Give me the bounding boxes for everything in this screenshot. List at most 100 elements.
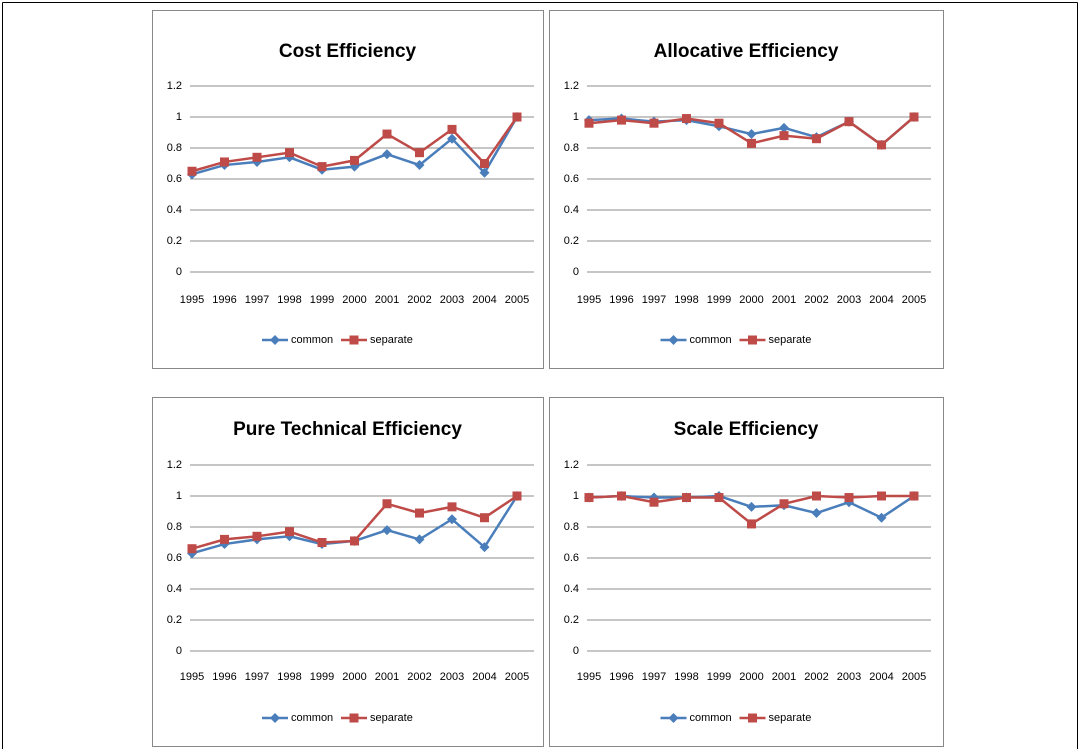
marker-square xyxy=(512,491,522,501)
x-tick-label: 1998 xyxy=(674,671,698,683)
y-tick-label: 0.8 xyxy=(167,142,182,154)
x-tick-label: 2001 xyxy=(772,294,796,306)
panel-border xyxy=(549,10,944,369)
marker-diamond xyxy=(876,512,887,523)
y-tick-label: 0.8 xyxy=(167,521,182,533)
x-tick-label: 1999 xyxy=(310,671,334,683)
y-tick-label: 1.2 xyxy=(167,80,182,92)
marker-diamond xyxy=(447,514,457,525)
x-tick-label: 1997 xyxy=(642,294,666,306)
marker-diamond xyxy=(447,133,457,144)
y-tick-label: 0.6 xyxy=(564,552,579,564)
marker-diamond xyxy=(479,542,490,553)
x-tick-label: 2004 xyxy=(472,671,496,683)
marker-square xyxy=(812,134,821,144)
marker-square xyxy=(877,491,886,501)
x-tick-label: 1999 xyxy=(310,294,334,306)
legend-label: common xyxy=(291,712,333,724)
marker-square xyxy=(512,112,522,122)
marker-square xyxy=(649,497,659,507)
marker-square xyxy=(252,152,262,162)
chart-panel: Pure Technical Efficiency 0 0.2 0.4 0.6 0.8 1 1… xyxy=(152,397,544,747)
legend-label: separate xyxy=(370,334,413,346)
x-tick-label: 2000 xyxy=(739,294,763,306)
marker-square xyxy=(220,157,229,167)
chart-title: Scale Efficiency xyxy=(674,419,819,440)
y-tick-label: 1 xyxy=(176,111,182,123)
marker-square xyxy=(285,148,294,158)
marker-square xyxy=(584,118,594,128)
y-tick-label: 0.2 xyxy=(167,235,182,247)
marker-diamond xyxy=(811,508,822,519)
x-tick-label: 1999 xyxy=(707,671,731,683)
marker-square xyxy=(682,114,691,124)
x-tick-label: 2004 xyxy=(869,294,893,306)
y-tick-label: 0 xyxy=(176,645,182,657)
y-tick-label: 0.6 xyxy=(167,173,182,185)
x-tick-label: 1998 xyxy=(277,294,301,306)
y-tick-label: 0.8 xyxy=(564,521,579,533)
x-tick-label: 1995 xyxy=(577,294,601,306)
x-tick-label: 1999 xyxy=(707,294,731,306)
y-tick-label: 0.4 xyxy=(167,583,182,595)
marker-square xyxy=(909,491,919,501)
y-tick-label: 1 xyxy=(573,111,579,123)
x-tick-label: 2005 xyxy=(902,294,926,306)
marker-square xyxy=(617,115,626,125)
marker-square xyxy=(748,335,757,345)
x-tick-label: 2001 xyxy=(772,671,796,683)
x-tick-label: 2002 xyxy=(407,671,431,683)
x-tick-label: 2001 xyxy=(375,294,399,306)
x-tick-label: 1996 xyxy=(609,294,633,306)
marker-square xyxy=(349,713,359,723)
legend-label: separate xyxy=(769,712,812,724)
x-tick-label: 2002 xyxy=(407,294,431,306)
marker-diamond xyxy=(746,501,757,512)
marker-square xyxy=(350,536,359,546)
marker-diamond xyxy=(270,713,280,723)
x-tick-label: 1998 xyxy=(277,671,301,683)
y-tick-label: 0 xyxy=(573,645,579,657)
marker-square xyxy=(220,534,229,544)
marker-square xyxy=(844,493,854,503)
chart-panel: Cost Efficiency 0 0.2 0.4 0.6 0.8 1 1.2 1995 1996… xyxy=(152,10,544,369)
marker-square xyxy=(480,159,489,168)
x-tick-label: 2003 xyxy=(440,671,464,683)
marker-diamond xyxy=(382,525,392,536)
x-tick-label: 1998 xyxy=(674,294,698,306)
marker-square xyxy=(382,499,392,509)
marker-diamond xyxy=(779,122,789,133)
x-tick-label: 1997 xyxy=(245,671,269,683)
marker-square xyxy=(649,118,659,128)
marker-square xyxy=(317,538,327,547)
x-tick-label: 2003 xyxy=(440,294,464,306)
x-tick-label: 2003 xyxy=(837,671,861,683)
marker-square xyxy=(877,140,886,150)
marker-square xyxy=(350,155,359,165)
y-tick-label: 0.8 xyxy=(564,142,579,154)
marker-square xyxy=(187,544,197,554)
marker-square xyxy=(252,531,262,541)
marker-diamond xyxy=(382,149,392,160)
marker-square xyxy=(447,124,457,134)
x-tick-label: 2005 xyxy=(902,671,926,683)
marker-square xyxy=(415,148,424,158)
marker-diamond xyxy=(746,129,757,140)
marker-square xyxy=(584,493,594,503)
marker-square xyxy=(447,502,457,512)
marker-diamond xyxy=(270,335,280,345)
marker-diamond xyxy=(479,167,490,178)
marker-square xyxy=(285,527,294,537)
y-tick-label: 0.2 xyxy=(564,614,579,626)
marker-square xyxy=(382,129,392,139)
y-tick-label: 0 xyxy=(573,266,579,278)
panel-border xyxy=(549,397,944,747)
x-tick-label: 1995 xyxy=(180,294,204,306)
marker-square xyxy=(617,491,626,501)
marker-square xyxy=(844,117,854,127)
x-tick-label: 2004 xyxy=(869,671,893,683)
legend-label: common xyxy=(690,712,732,724)
x-tick-label: 2000 xyxy=(342,294,366,306)
x-tick-label: 2002 xyxy=(804,671,828,683)
